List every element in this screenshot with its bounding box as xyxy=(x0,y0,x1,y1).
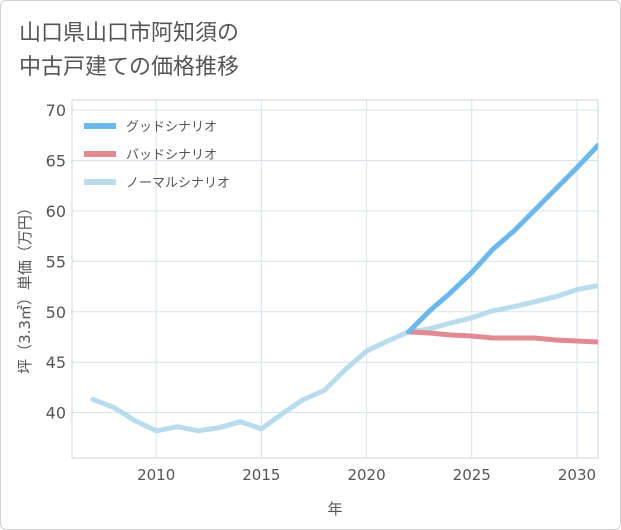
y-tick-label: 65 xyxy=(46,152,66,171)
legend-label: ノーマルシナリオ xyxy=(126,176,230,191)
x-tick-label: 2030 xyxy=(558,466,596,484)
x-tick-label: 2025 xyxy=(453,466,491,484)
y-axis-label: 坪（3.3㎡）単価（万円） xyxy=(16,200,34,374)
series-line-good xyxy=(406,142,598,335)
series-layer xyxy=(90,142,598,434)
series-line-bad xyxy=(406,329,598,345)
y-tick-label: 60 xyxy=(46,202,66,221)
y-tick-label: 70 xyxy=(46,101,66,120)
y-tick-label: 45 xyxy=(46,353,66,372)
legend-label: バッドシナリオ xyxy=(126,148,217,163)
chart-title-line-2: 中古戸建ての価格推移 xyxy=(19,55,240,80)
chart-title-line-1: 山口県山口市阿知須の xyxy=(19,21,240,46)
y-tick-label: 50 xyxy=(46,303,66,322)
chart-title: 山口県山口市阿知須の 中古戸建ての価格推移 xyxy=(19,17,239,85)
x-tick-label: 2010 xyxy=(137,466,175,484)
x-axis-label: 年 xyxy=(327,500,342,518)
x-tick-label: 2020 xyxy=(347,466,385,484)
plot-frame xyxy=(71,99,599,459)
legend-label: グッドシナリオ xyxy=(126,120,217,135)
axes: 2010 2015 2020 2025 2030 40 45 50 55 60 65 70 年 坪（3.3… xyxy=(16,101,596,518)
grid xyxy=(72,100,598,458)
series-line-normal xyxy=(90,283,598,434)
y-tick-label: 55 xyxy=(46,252,66,271)
y-tick-label: 40 xyxy=(46,404,66,423)
plot-area xyxy=(71,99,599,459)
x-tick-label: 2015 xyxy=(242,466,280,484)
